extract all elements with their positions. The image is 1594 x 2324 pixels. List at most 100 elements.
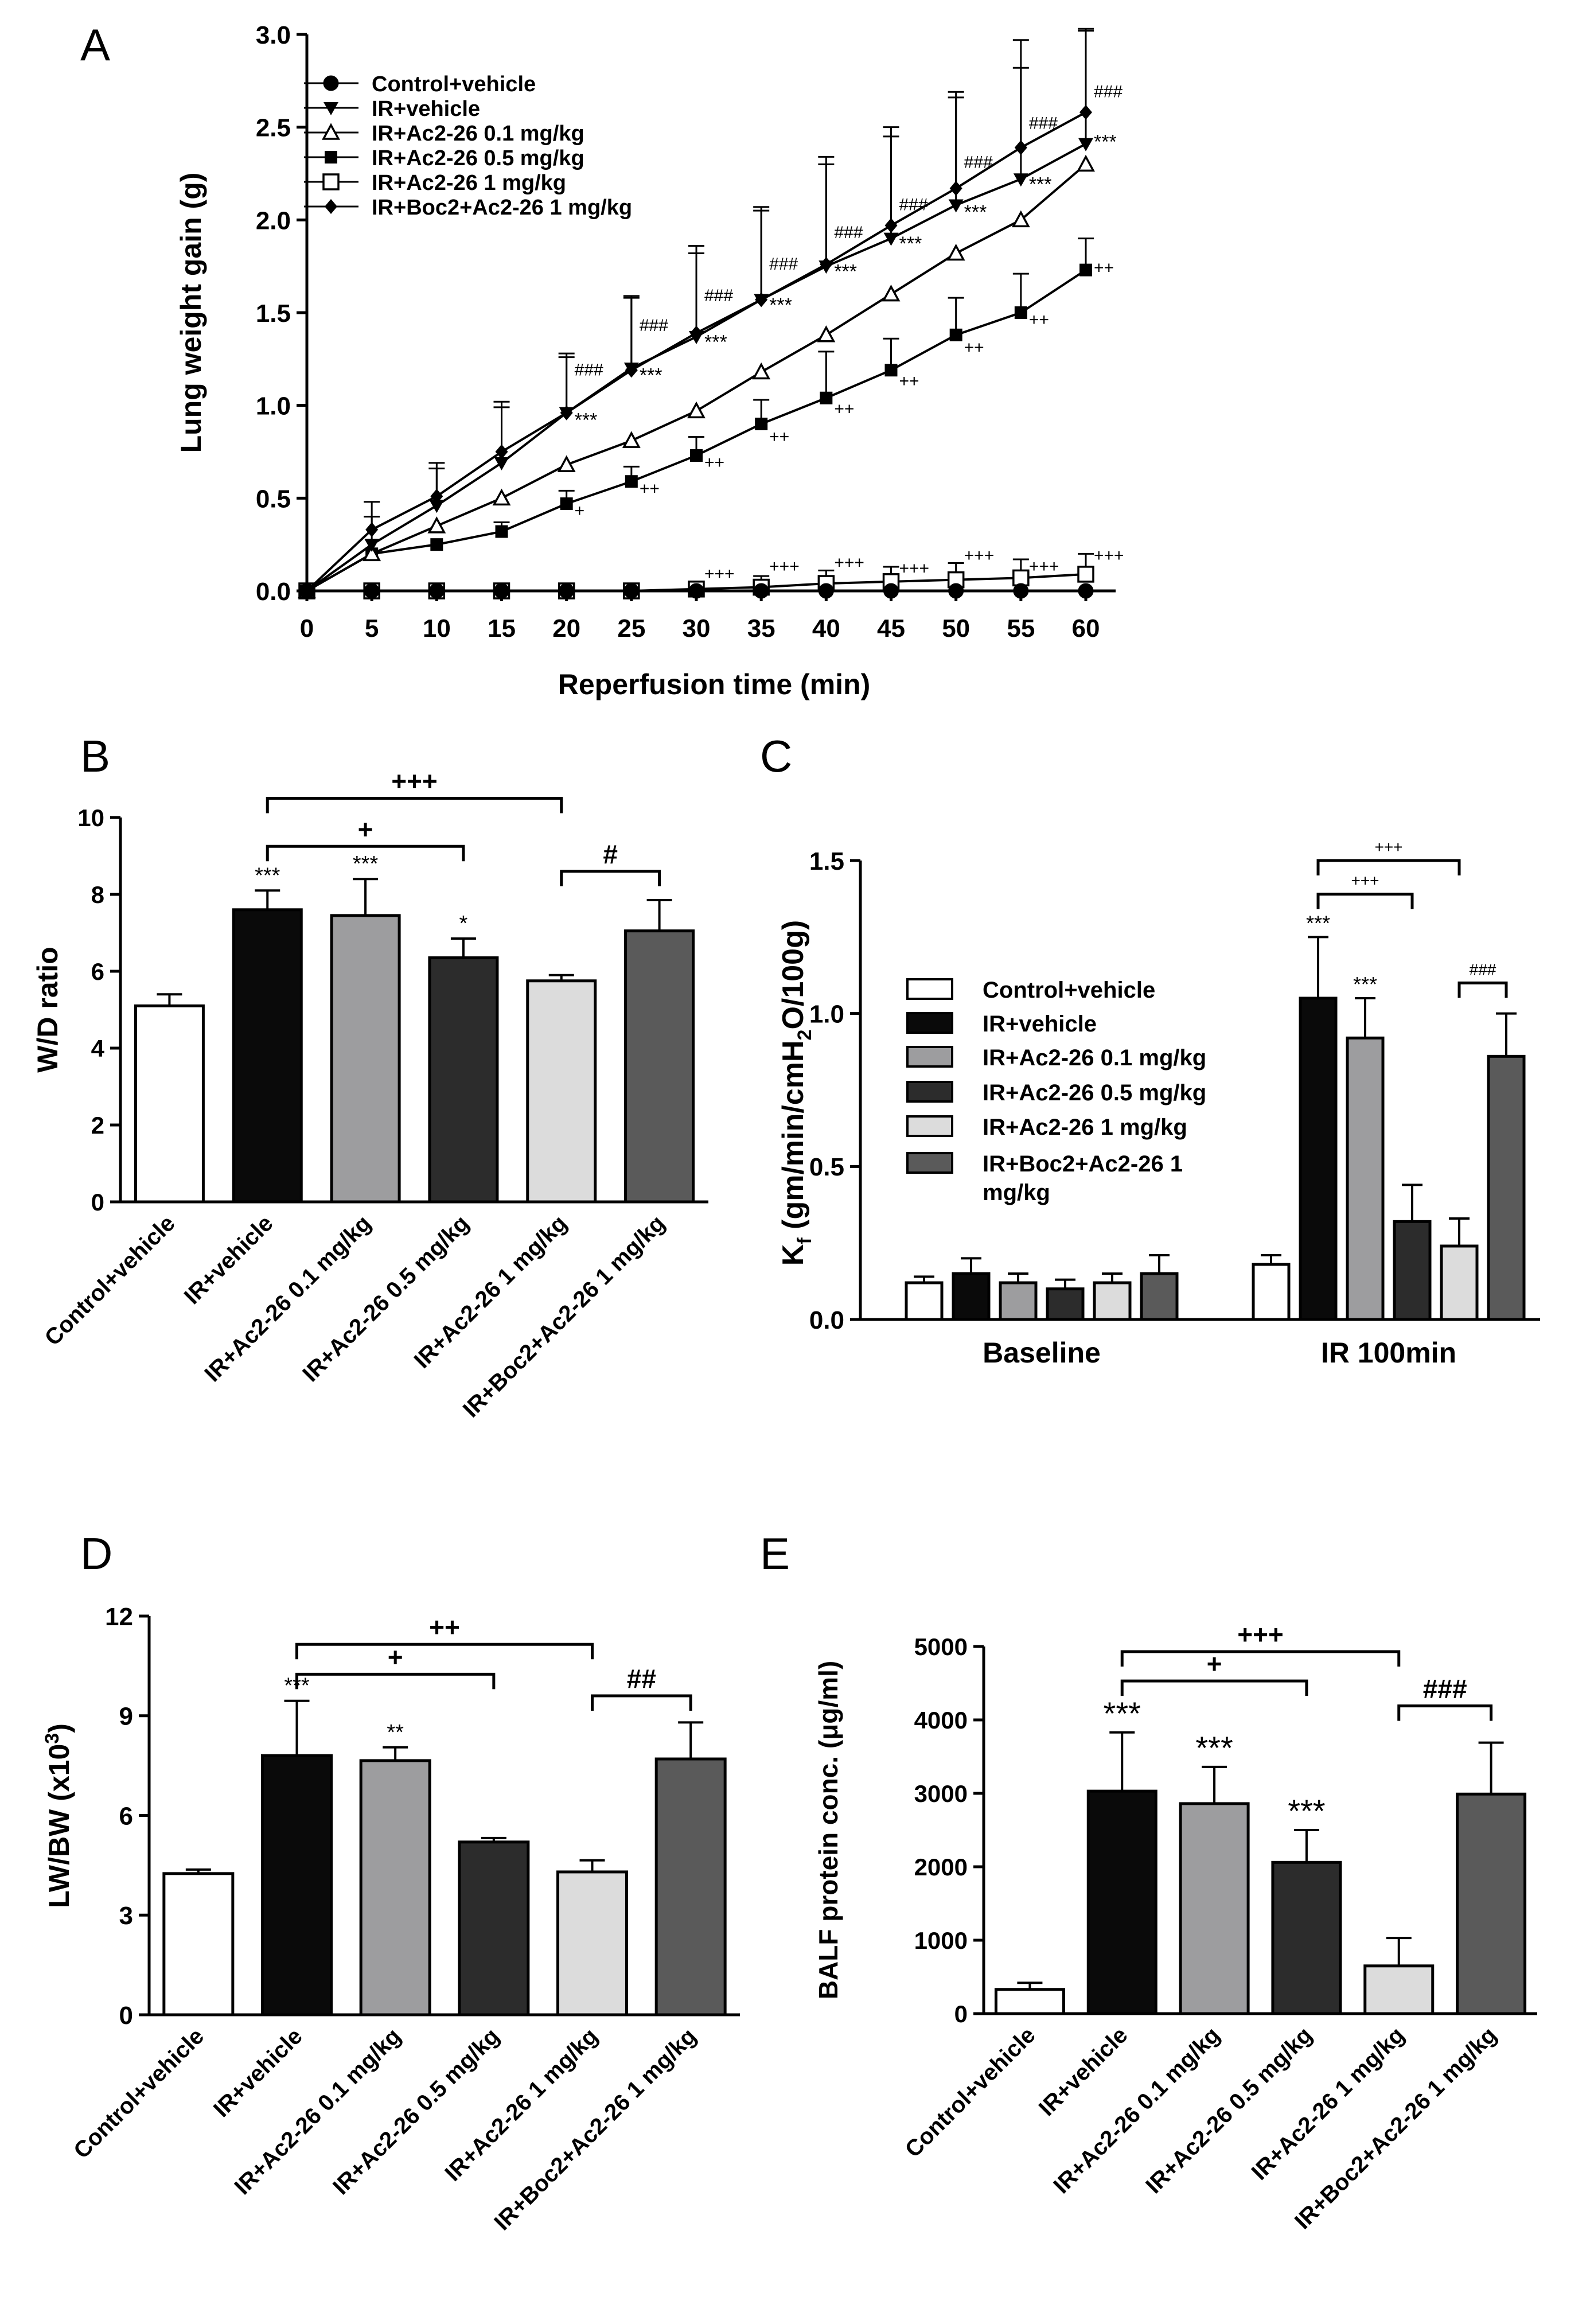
c-legend-swatch	[906, 978, 953, 1000]
a-data-point	[818, 583, 834, 599]
a-y-tick-label: 0.0	[256, 578, 291, 606]
c-significance-bracket	[1316, 859, 1461, 875]
a-significance-label: ***	[704, 332, 727, 353]
c-y-axis-title-part: K	[777, 1244, 810, 1266]
d-significance-bracket	[295, 1672, 496, 1690]
e-category-label: IR+Ac2-26 0.5 mg/kg	[1141, 2022, 1317, 2198]
a-data-point	[1079, 104, 1092, 120]
a-significance-label: +++	[964, 546, 995, 565]
b-bar	[624, 929, 695, 1204]
a-significance-label: ***	[769, 294, 792, 316]
a-data-point	[363, 544, 381, 562]
a-data-point	[559, 583, 575, 599]
a-significance-label: +++	[834, 554, 864, 573]
a-significance-label: ++	[769, 427, 789, 446]
e-y-tick-label: 1000	[914, 1927, 968, 1954]
a-data-point	[1078, 583, 1094, 599]
d-bracket-label: ##	[627, 1664, 656, 1694]
d-y-tick-label: 9	[119, 1703, 133, 1731]
a-data-point	[820, 391, 833, 404]
panel-letter-d: D	[80, 1528, 112, 1579]
b-category-label: IR+vehicle	[180, 1210, 278, 1309]
d-bracket-label: ++	[429, 1612, 460, 1642]
a-y-tick-label: 2.0	[256, 207, 291, 235]
b-y-tick-label: 6	[91, 958, 104, 985]
a-x-tick-label: 50	[942, 614, 970, 643]
e-y-tick-label: 4000	[914, 1707, 968, 1734]
b-y-tick-label: 10	[77, 804, 104, 831]
a-data-point	[1077, 566, 1094, 583]
a-data-point	[429, 500, 445, 513]
c-legend-label: IR+Boc2+Ac2-26 1	[983, 1151, 1183, 1177]
a-data-point	[495, 525, 508, 538]
a-y-tick-label: 1.0	[256, 392, 291, 421]
b-y-tick-label: 8	[91, 881, 104, 908]
a-x-axis-title: Reperfusion time (min)	[558, 668, 870, 700]
c-significance-bracket	[1316, 893, 1414, 909]
panel-b: B 0246810Control+vehicle***IR+vehicle***…	[32, 731, 708, 1422]
c-legend-swatch	[906, 1152, 953, 1174]
c-y-axis-title: Kf (gm/min/cmH2O/100g)	[777, 920, 816, 1266]
d-category-label: IR+vehicle	[209, 2023, 307, 2122]
c-star-label: ***	[1306, 911, 1330, 935]
a-y-tick-label: 0.5	[256, 485, 291, 513]
c-legend-swatch	[906, 1115, 953, 1137]
a-significance-label: ###	[1029, 114, 1058, 133]
b-y-tick-label: 0	[91, 1189, 104, 1216]
a-significance-label: ++	[640, 479, 660, 498]
d-category-label: Control+vehicle	[69, 2023, 209, 2163]
a-significance-label: ***	[1094, 131, 1117, 153]
a-data-point	[688, 583, 704, 599]
a-significance-label: ###	[834, 223, 863, 242]
a-x-tick-label: 60	[1072, 614, 1100, 643]
a-data-point	[1077, 154, 1095, 172]
a-data-point	[364, 583, 380, 599]
a-data-point	[623, 583, 640, 599]
a-data-point	[690, 325, 703, 341]
e-star-label: ***	[1195, 1730, 1233, 1766]
a-legend-label: IR+vehicle	[372, 97, 480, 121]
e-category-label: IR+Ac2-26 1 mg/kg	[1247, 2022, 1409, 2185]
a-data-point	[430, 489, 443, 504]
b-bracket-label: +++	[391, 766, 438, 796]
b-bracket-label: +	[358, 814, 373, 844]
a-data-point	[299, 583, 315, 599]
a-significance-label: ###	[640, 316, 668, 335]
c-legend-label: IR+vehicle	[983, 1011, 1097, 1037]
a-data-point	[1013, 173, 1028, 187]
d-y-axis-title-tail: )	[43, 1723, 75, 1733]
panel-letter-c: C	[760, 731, 792, 781]
c-bar	[1393, 1220, 1432, 1321]
c-bar	[1299, 996, 1338, 1321]
a-data-point	[1079, 263, 1092, 277]
a-legend-label: IR+Ac2-26 1 mg/kg	[372, 171, 566, 195]
d-y-tick-label: 3	[119, 1902, 133, 1930]
e-bar	[994, 1988, 1065, 2015]
a-significance-label: ++	[1094, 259, 1114, 278]
e-category-label: IR+Ac2-26 0.1 mg/kg	[1049, 2022, 1225, 2198]
a-data-point	[428, 583, 445, 599]
e-significance-bracket	[1120, 1679, 1308, 1696]
a-significance-label: ++	[964, 338, 984, 357]
a-data-point	[625, 363, 638, 378]
d-bar	[556, 1870, 628, 2017]
c-bar	[1346, 1036, 1385, 1321]
c-group-label: IR 100min	[1321, 1337, 1456, 1369]
d-bar	[359, 1759, 431, 2017]
d-category-label: IR+Boc2+Ac2-26 1 mg/kg	[489, 2023, 701, 2235]
c-legend: Control+vehicle IR+vehicle IR+Ac2-26 0.1 m…	[906, 978, 1206, 1205]
d-bar	[654, 1757, 727, 2017]
c-legend-label: IR+Ac2-26 0.5 mg/kg	[983, 1080, 1206, 1105]
a-data-point	[364, 539, 380, 552]
e-y-tick-label: 5000	[914, 1633, 968, 1660]
a-data-point	[427, 516, 446, 534]
a-x-tick-label: 0	[300, 614, 314, 643]
c-significance-bracket	[1457, 981, 1508, 998]
b-significance-bracket	[266, 844, 465, 862]
d-bar	[261, 1754, 333, 2017]
c-y-tick-label: 0.0	[809, 1306, 844, 1334]
a-x-tick-label: 15	[488, 614, 516, 643]
a-y-tick-label: 1.5	[256, 299, 291, 328]
b-bar	[526, 979, 597, 1204]
a-y-tick-label: 2.5	[256, 114, 291, 142]
